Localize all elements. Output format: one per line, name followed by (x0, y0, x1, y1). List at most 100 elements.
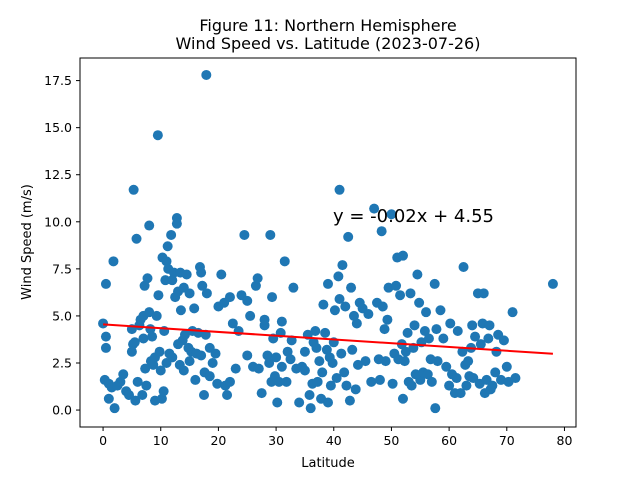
data-point (178, 365, 189, 376)
data-point (132, 376, 143, 387)
data-point (327, 357, 338, 368)
data-point (369, 203, 380, 214)
data-point (321, 344, 332, 355)
data-point (175, 305, 186, 316)
data-point (272, 397, 283, 408)
data-point (379, 324, 390, 335)
y-tick-label: 12.5 (44, 167, 72, 182)
data-point (273, 376, 284, 387)
x-tick-label: 40 (326, 433, 342, 448)
data-point (245, 310, 256, 321)
data-point (387, 378, 398, 389)
data-point (137, 389, 148, 400)
data-point (337, 260, 348, 271)
data-point (430, 403, 441, 414)
y-tick-label: 2.5 (52, 355, 72, 370)
plot-frame (79, 57, 577, 428)
data-point (276, 361, 287, 372)
data-point (348, 310, 359, 321)
data-point (155, 365, 166, 376)
data-point (340, 301, 351, 312)
data-point (184, 356, 195, 367)
y-tick-label: 10.0 (44, 214, 72, 229)
data-point (344, 395, 355, 406)
data-point (510, 373, 521, 384)
x-tick-label: 0 (99, 433, 107, 448)
data-point (333, 271, 344, 282)
data-point (160, 275, 171, 286)
data-point (423, 333, 434, 344)
data-point (130, 395, 141, 406)
data-point (429, 278, 440, 289)
data-point (204, 371, 215, 382)
data-point (414, 297, 425, 308)
data-point (197, 280, 208, 291)
data-point (250, 280, 261, 291)
y-axis-label: Wind Speed (m/s) (20, 184, 35, 300)
data-point (167, 352, 178, 363)
data-point (470, 331, 481, 342)
data-point (252, 273, 263, 284)
data-point (210, 348, 221, 359)
y-tick-label: 0.0 (52, 403, 72, 418)
data-point (432, 356, 443, 367)
data-point (196, 267, 207, 278)
data-point (312, 376, 323, 387)
data-point (139, 280, 150, 291)
data-point (452, 325, 463, 336)
data-point (350, 384, 361, 395)
data-point (279, 256, 290, 267)
data-point (445, 318, 456, 329)
data-point (323, 397, 333, 408)
data-point (189, 303, 200, 314)
data-point (148, 359, 159, 370)
data-point (334, 293, 345, 304)
data-point (201, 69, 212, 80)
data-point (239, 229, 250, 240)
data-point (181, 269, 192, 280)
data-point (311, 342, 322, 353)
data-point (406, 380, 417, 391)
data-point (422, 369, 433, 380)
data-point (305, 403, 316, 414)
y-tick-label: 15.0 (44, 120, 72, 135)
data-point (323, 278, 333, 289)
data-point (383, 282, 394, 293)
data-point (451, 373, 462, 384)
data-point (227, 318, 238, 329)
regression-equation: y = -0.02x + 4.55 (333, 206, 494, 227)
regression-line (103, 323, 553, 355)
data-point (501, 361, 512, 372)
data-point (461, 380, 472, 391)
data-point (419, 325, 430, 336)
data-point (457, 346, 468, 357)
x-tick-label: 70 (499, 433, 515, 448)
data-point (455, 388, 466, 399)
data-point (276, 316, 287, 327)
data-point (351, 318, 362, 329)
data-point (435, 305, 446, 316)
chart-title: Figure 11: Northern Hemisphere (199, 16, 456, 35)
data-point (100, 278, 111, 289)
data-point (397, 393, 408, 404)
regression-line-group (103, 323, 553, 355)
x-tick-label: 80 (557, 433, 573, 448)
data-point (140, 363, 151, 374)
x-tick-label: 50 (383, 433, 399, 448)
data-point (431, 324, 442, 335)
data-point (294, 397, 305, 408)
data-point (325, 380, 336, 391)
data-point (374, 374, 385, 385)
data-point (265, 229, 276, 240)
data-point (386, 209, 397, 220)
data-point (363, 309, 374, 320)
data-point (397, 250, 408, 261)
data-point (377, 301, 388, 312)
data-point (115, 376, 126, 387)
data-point (184, 288, 195, 299)
data-point (400, 346, 411, 357)
data-point (402, 327, 413, 338)
data-point (201, 288, 212, 299)
data-point (109, 403, 120, 414)
data-point (233, 325, 244, 336)
